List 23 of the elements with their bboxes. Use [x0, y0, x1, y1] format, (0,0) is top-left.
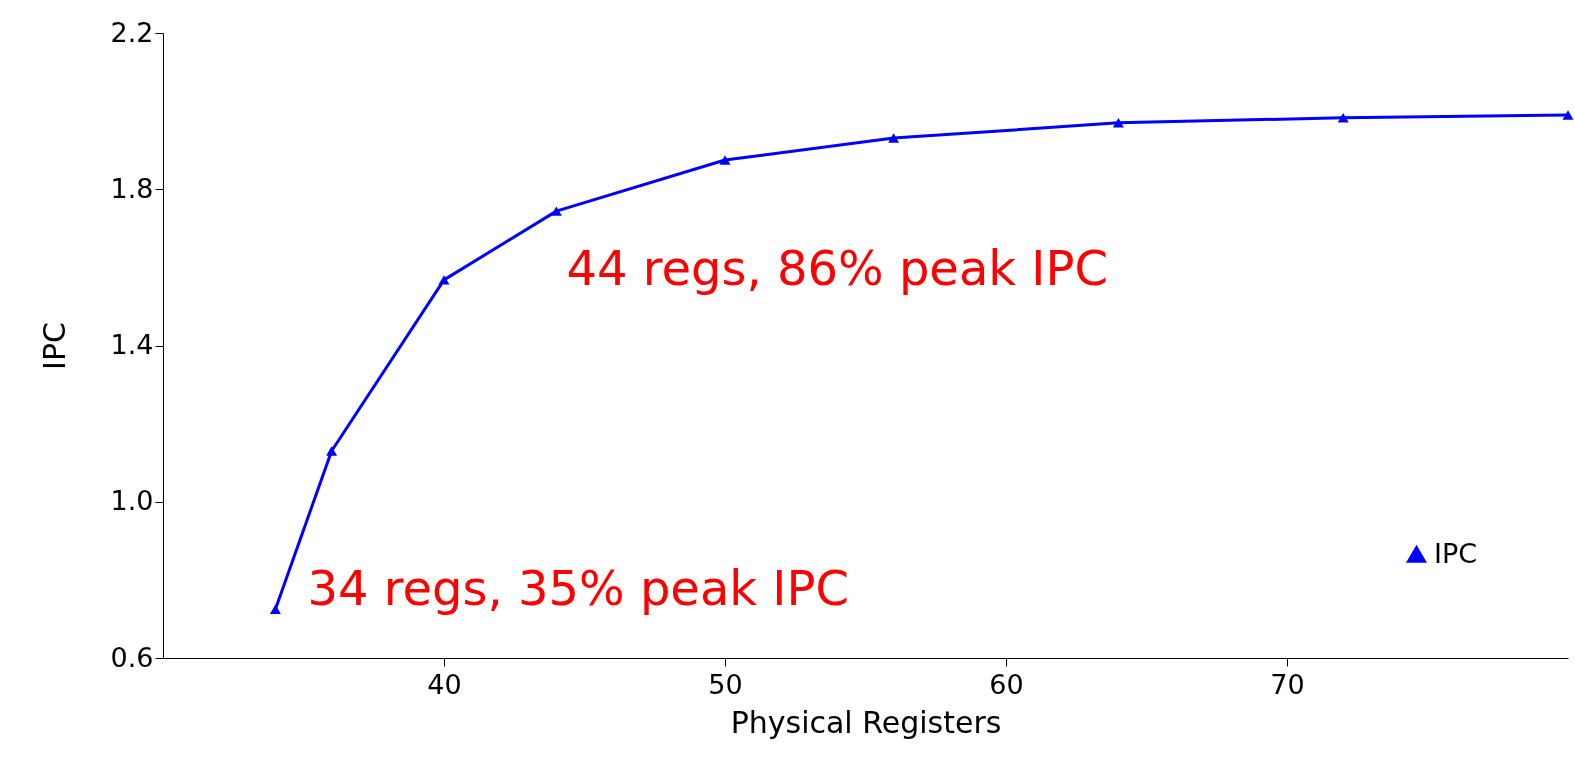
y-tick-label: 2.2 — [110, 16, 154, 48]
point — [269, 604, 281, 614]
point — [550, 206, 562, 216]
y-tick-label: 1.8 — [110, 172, 154, 204]
y-tick-label: 1.4 — [110, 329, 154, 360]
annotation: 34 regs, 35% peak IPC — [307, 560, 849, 617]
point — [1112, 118, 1124, 128]
point — [1337, 113, 1349, 123]
x-tick-label: 40 — [427, 668, 462, 700]
x-tick-label: 70 — [1270, 668, 1305, 700]
point — [888, 133, 900, 143]
y-tick-label: 1.0 — [110, 485, 154, 517]
point — [438, 275, 450, 285]
x-tick-label: 50 — [708, 668, 743, 700]
point — [326, 446, 338, 456]
point — [1562, 110, 1574, 120]
annotation: 44 regs, 86% peak IPC — [566, 240, 1108, 297]
x-axis-title: Physical Registers — [730, 704, 1002, 740]
y-axis-title: IPC — [36, 322, 72, 370]
x-tick-label: 60 — [989, 668, 1024, 700]
legend-label: IPC — [1434, 537, 1478, 569]
point — [719, 155, 731, 165]
y-tick-label: 0.6 — [110, 641, 154, 673]
